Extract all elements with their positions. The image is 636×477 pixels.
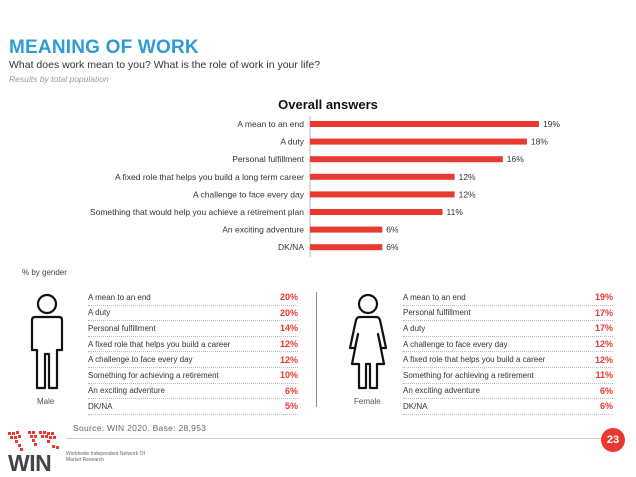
female-row: Personal fulfillment 17% (403, 306, 613, 322)
male-caption: Male (37, 397, 55, 406)
male-row-value: 12% (279, 354, 298, 365)
male-row: A duty 20% (88, 306, 298, 322)
female-row-value: 17% (594, 307, 613, 318)
female-row-label: Personal fulfillment (403, 308, 471, 318)
bar-value-label: 12% (459, 189, 476, 199)
bar-value-label: 18% (531, 137, 548, 147)
bar (310, 226, 383, 233)
bar (310, 156, 503, 163)
bar-value-label: 11% (447, 207, 464, 217)
female-row: A challenge to face every day 12% (403, 337, 613, 353)
male-table: A mean to an end 20% A duty 20% Personal f… (88, 290, 298, 415)
bar (310, 191, 455, 198)
bar (310, 173, 455, 180)
female-row-label: A duty (403, 323, 426, 333)
male-row-label: Personal fulfillment (88, 323, 156, 333)
category-label: DK/NA (278, 242, 304, 252)
male-row-label: A mean to an end (88, 292, 151, 302)
category-label: An exciting adventure (222, 225, 304, 235)
female-row-label: A fixed role that helps you build a care… (403, 355, 546, 365)
female-row: An exciting adventure 6% (403, 384, 613, 400)
female-row: A duty 17% (403, 321, 613, 337)
page-number-badge: 23 (601, 428, 625, 452)
win-logo-map-icon (8, 431, 59, 451)
male-row-value: 5% (284, 401, 298, 412)
male-icon (30, 293, 64, 390)
bar (310, 209, 443, 215)
win-logo-subtext: Worldwide Independent Network Of Market … (66, 451, 145, 463)
female-row: DK/NA 6% (403, 399, 613, 415)
male-row-label: A challenge to face every day (88, 355, 193, 365)
female-row-value: 17% (594, 323, 613, 334)
male-row-label: DK/NA (88, 401, 113, 411)
chart-bars: A mean to an end 19% A duty 18% Personal ful… (90, 119, 560, 252)
male-row: An exciting adventure 6% (88, 384, 298, 400)
bar-value-label: 16% (507, 154, 524, 164)
female-row-value: 19% (594, 292, 613, 303)
male-row-label: A duty (88, 308, 111, 318)
female-row-label: Something for achieving a retirement (403, 370, 534, 380)
male-row: A mean to an end 20% (88, 290, 298, 306)
male-row-value: 14% (279, 323, 298, 334)
male-row-label: An exciting adventure (88, 386, 165, 396)
female-row-label: An exciting adventure (403, 386, 480, 396)
female-row: A mean to an end 19% (403, 290, 613, 306)
female-row-value: 11% (595, 370, 613, 381)
female-caption: Female (354, 397, 381, 406)
page-title: MEANING OF WORK (9, 37, 199, 58)
footer-divider (66, 438, 612, 439)
male-row: A challenge to face every day 12% (88, 352, 298, 368)
male-row-value: 12% (279, 339, 298, 350)
female-row-label: A mean to an end (403, 292, 466, 302)
male-row: DK/NA 5% (88, 399, 298, 415)
source-note: Source: WIN 2020. Base: 28,953 (73, 423, 207, 433)
female-row: Something for achieving a retirement 11% (403, 368, 613, 384)
bar-value-label: 19% (543, 119, 560, 129)
category-label: Something that would help you achieve a … (90, 207, 304, 217)
female-icon (348, 293, 388, 390)
female-row-value: 6% (599, 401, 613, 412)
population-note: Results by total population (9, 74, 109, 84)
gender-section-label: % by gender (22, 268, 67, 277)
category-label: A mean to an end (237, 119, 304, 129)
male-row: Personal fulfillment 14% (88, 321, 298, 337)
female-table: A mean to an end 19% Personal fulfillment… (403, 290, 613, 415)
bar-value-label: 12% (459, 172, 476, 182)
male-row: Something for achieving a retirement 10% (88, 368, 298, 384)
female-row-value: 12% (594, 339, 613, 350)
female-row: A fixed role that helps you build a care… (403, 352, 613, 368)
bar (310, 244, 383, 251)
male-row-label: Something for achieving a retirement (88, 370, 219, 380)
category-label: Personal fulfillment (232, 154, 304, 164)
bar (310, 138, 527, 145)
female-row-label: DK/NA (403, 401, 428, 411)
gender-divider (316, 292, 317, 407)
overall-answers-chart: Overall answers A mean to an end 19% A dut… (90, 97, 560, 257)
chart-title: Overall answers (278, 97, 378, 112)
male-row-value: 10% (279, 370, 298, 381)
category-label: A duty (280, 137, 304, 147)
male-row-value: 20% (279, 307, 298, 318)
bar-value-label: 6% (386, 242, 399, 252)
male-row: A fixed role that helps you build a care… (88, 337, 298, 353)
male-row-value: 6% (284, 385, 298, 396)
bar-value-label: 6% (386, 225, 399, 235)
category-label: A challenge to face every day (193, 189, 305, 199)
male-row-value: 20% (279, 292, 298, 303)
category-label: A fixed role that helps you build a long… (115, 172, 304, 182)
bar (310, 121, 539, 127)
page-subtitle: What does work mean to you? What is the … (9, 59, 321, 71)
win-logo-text: WIN (8, 450, 52, 476)
female-row-value: 6% (599, 385, 613, 396)
female-row-value: 12% (594, 354, 613, 365)
male-row-label: A fixed role that helps you build a care… (88, 339, 231, 349)
female-row-label: A challenge to face every day (403, 339, 508, 349)
